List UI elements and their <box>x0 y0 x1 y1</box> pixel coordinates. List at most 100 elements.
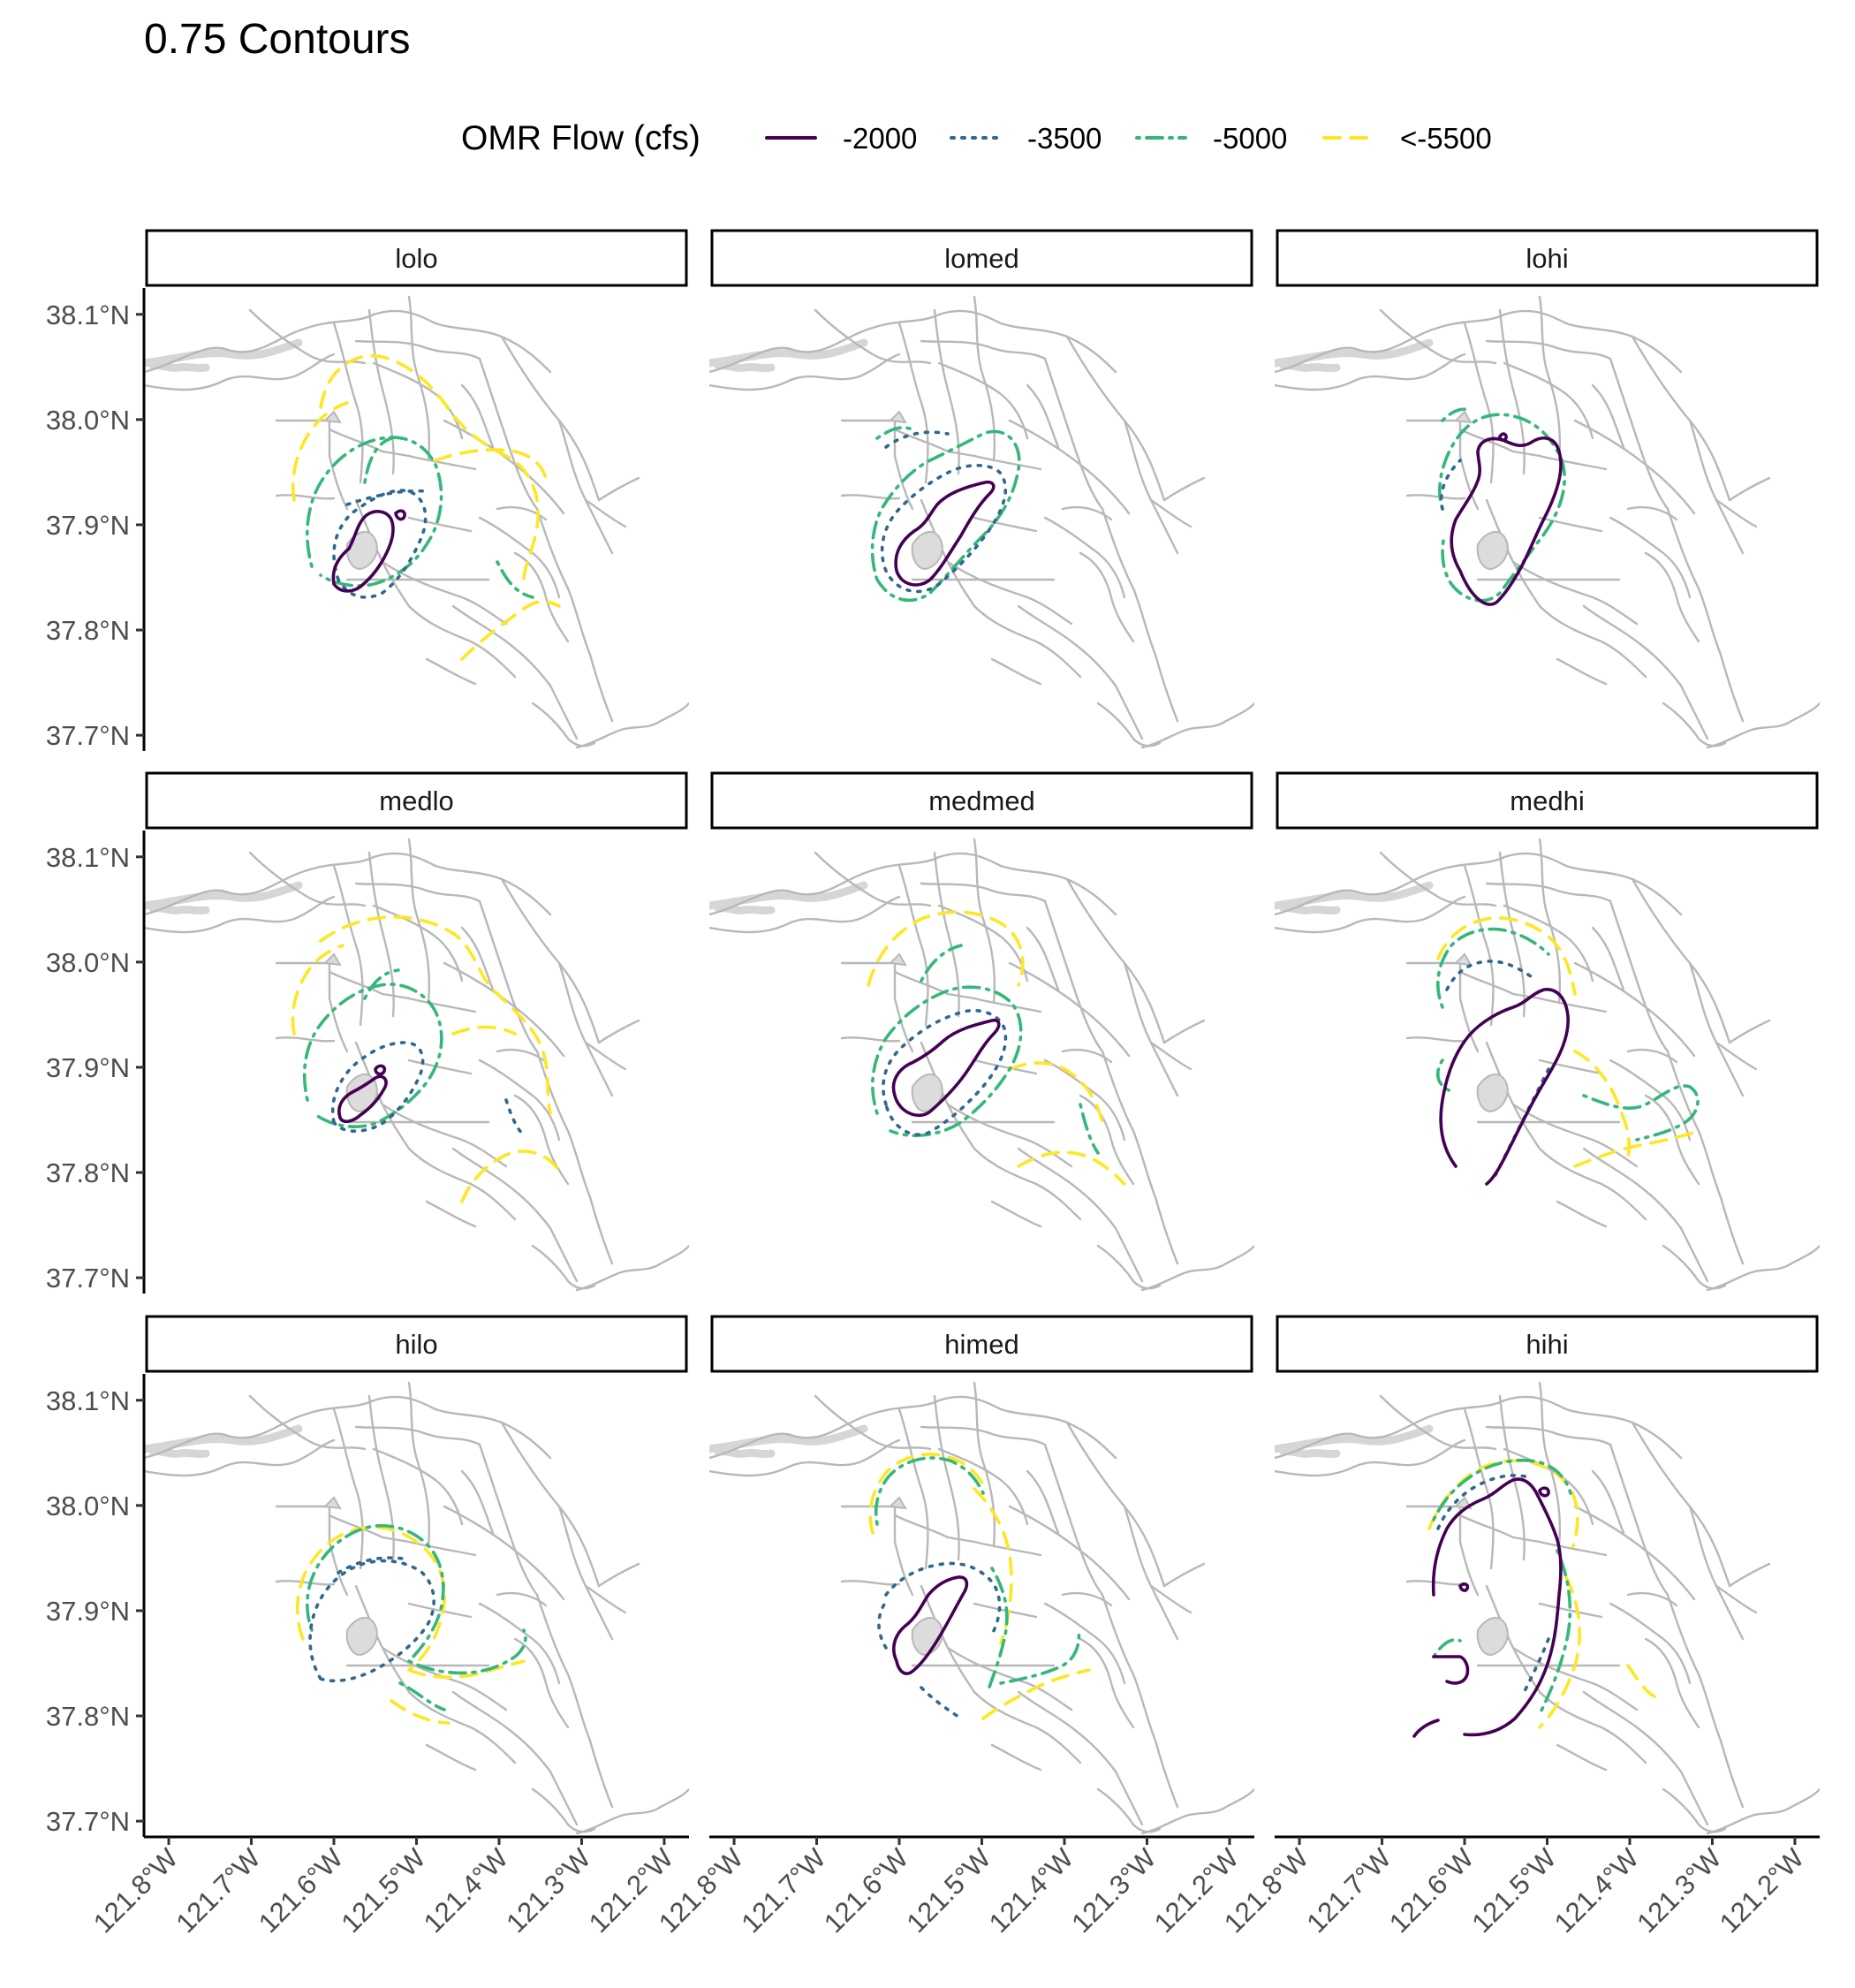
contour-line <box>337 1074 388 1124</box>
waterway-line <box>973 1540 1042 1557</box>
contour-line <box>1538 1486 1550 1498</box>
waterway-line <box>1405 1036 1466 1043</box>
waterway-line <box>893 997 914 1053</box>
waterway-line <box>381 560 508 626</box>
basemap-waterways <box>1275 1381 1820 1835</box>
waterway-line <box>1728 476 1771 502</box>
y-tick-label: 37.9°N <box>46 510 130 541</box>
contour-line <box>882 1009 1008 1136</box>
waterway-line <box>407 516 473 533</box>
waterway-line <box>946 1646 1073 1711</box>
contour-line <box>390 1699 450 1725</box>
waterway-line <box>1008 419 1131 515</box>
facet-strip-label: medhi <box>1510 785 1584 816</box>
waterway-line <box>840 1580 901 1586</box>
facet-panel-himed: himed121.8°W121.7°W121.6°W121.5°W121.4°W… <box>653 1315 1254 1939</box>
waterway-line <box>248 1394 367 1451</box>
contour-line <box>999 1628 1081 1685</box>
waterway-line <box>999 864 1117 916</box>
facet-panel-lohi: lohi <box>1275 229 1820 749</box>
waterway-line <box>1114 684 1144 740</box>
waterway-line <box>709 309 1003 374</box>
contour-line <box>1432 1458 1572 1521</box>
waterway-line <box>425 1200 477 1228</box>
legend: OMR Flow (cfs) -2000 -3500 -5000 <-5500 <box>461 119 1492 157</box>
waterway-line <box>1026 383 1060 449</box>
contour-line <box>1458 1582 1470 1592</box>
waterway-line <box>407 454 477 471</box>
y-tick-label: 38.0°N <box>46 947 130 978</box>
river-channel <box>1275 881 1434 910</box>
waterway-line <box>1275 895 1466 934</box>
waterway-line <box>500 1421 601 1588</box>
waterway-line <box>1379 1394 1497 1451</box>
facet-strip-label: medmed <box>928 785 1035 816</box>
waterway-line <box>1564 864 1683 916</box>
waterway-line <box>1458 970 1541 1000</box>
waterway-line <box>535 1593 614 1809</box>
facet-panel-lolo: lolo 38.1°N 38.0°N 37.9°N 37.8°N 37.7°N <box>46 229 689 751</box>
waterway-line <box>946 560 1073 626</box>
waterway-line <box>1538 1058 1603 1075</box>
contour-line <box>1498 432 1508 442</box>
waterway-line <box>1688 961 1745 1097</box>
legend-label: <-5500 <box>1400 122 1492 155</box>
waterway-line <box>407 295 431 462</box>
waterway-line <box>372 361 464 440</box>
waterway-line <box>1008 1505 1131 1601</box>
facet-strip-label: lolo <box>395 243 437 274</box>
legend-label: -3500 <box>1027 122 1102 155</box>
legend-label: -2000 <box>843 122 917 155</box>
waterway-line <box>814 308 932 365</box>
waterway-line <box>709 1395 1003 1460</box>
facet-panel-lomed: lomed <box>709 229 1254 749</box>
waterway-line <box>1511 1103 1639 1168</box>
reservoir-shape <box>1476 1074 1509 1113</box>
island-shape <box>888 410 907 424</box>
waterway-line <box>840 1505 897 1544</box>
waterway-line <box>1556 1200 1608 1228</box>
waterway-line <box>354 882 481 903</box>
contour-line <box>1582 1084 1700 1142</box>
contour-line <box>407 1628 527 1675</box>
waterway-line <box>973 604 1082 679</box>
waterway-line <box>597 1562 640 1588</box>
waterway-line <box>275 419 331 458</box>
contour-line <box>875 426 914 440</box>
waterway-line <box>1149 1041 1192 1071</box>
contour-line <box>1538 1549 1572 1716</box>
waterway-line <box>1458 1514 1541 1544</box>
y-tick-label: 37.9°N <box>46 1596 130 1627</box>
waterway-line <box>332 864 364 1027</box>
waterway-line <box>513 1637 570 1729</box>
waterway-line <box>1162 1019 1206 1044</box>
waterway-line <box>248 851 367 907</box>
waterway-line <box>973 516 1038 533</box>
waterway-line <box>1114 1770 1144 1826</box>
waterway-line <box>1485 339 1612 360</box>
map-area <box>709 1381 1254 1835</box>
x-tick-label: 121.7°W <box>1300 1842 1397 1939</box>
waterway-line <box>575 1787 689 1835</box>
waterway-line <box>1503 361 1594 440</box>
facet-strip-label: himed <box>944 1329 1018 1360</box>
waterway-line <box>1275 1438 1466 1477</box>
contour-line <box>302 983 443 1128</box>
waterway-line <box>1162 1562 1206 1588</box>
waterway-line <box>1114 1226 1144 1283</box>
waterway-line <box>500 335 601 502</box>
contour-line <box>496 560 534 599</box>
contour-line <box>1436 916 1577 996</box>
waterway-line <box>1538 454 1608 471</box>
waterway-line <box>1715 498 1758 528</box>
contour-line <box>330 1041 425 1133</box>
y-tick-label: 37.8°N <box>46 1157 130 1188</box>
contour-lines <box>870 426 1021 603</box>
waterway-line <box>1728 1562 1771 1588</box>
facet-panels: lolo 38.1°N 38.0°N 37.9°N 37.8°N 37.7°N lomed l… <box>46 229 1820 1939</box>
y-tick-label: 37.8°N <box>46 615 130 646</box>
waterway-line <box>1008 961 1131 1058</box>
island-shape <box>1453 952 1473 967</box>
contour-line <box>1436 1058 1453 1093</box>
